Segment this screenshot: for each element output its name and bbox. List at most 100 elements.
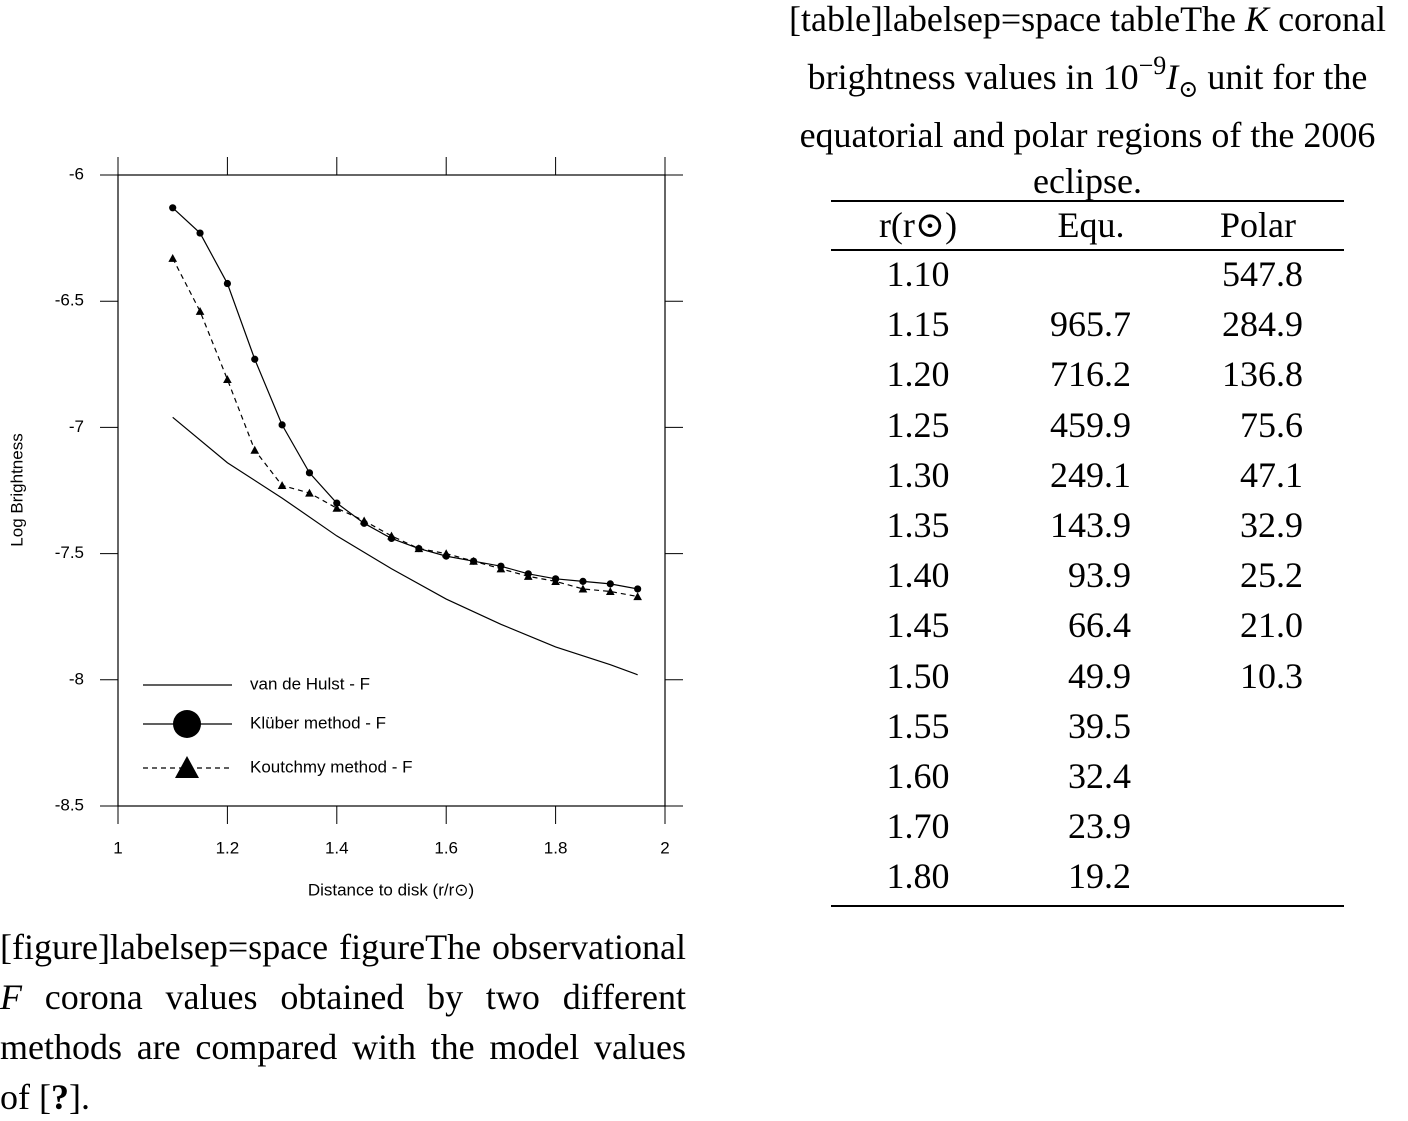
table-header: Equ. xyxy=(1057,205,1125,245)
caption-text: [table]labelsep=space tableThe xyxy=(788,0,1246,39)
point xyxy=(359,516,369,525)
table-cell: 1.40 xyxy=(886,555,950,596)
table-cell: 25.2 xyxy=(1240,555,1303,596)
point xyxy=(633,592,642,601)
chart: -6 -6.5 -7 -7.5 -8 -8.5 1 1.2 1.4 1.6 1.8 2 Distance… xyxy=(7,157,683,899)
table-cell: 49.9 xyxy=(1068,655,1131,696)
caption-text: −9 xyxy=(1138,50,1167,80)
table-cell: 249.1 xyxy=(1050,454,1131,495)
point xyxy=(551,577,560,585)
table-cell: 23.9 xyxy=(1068,806,1131,847)
x-tick-label: 1 xyxy=(113,838,122,857)
table-cell: 32.4 xyxy=(1068,756,1131,796)
table-cell: 32.9 xyxy=(1240,505,1303,545)
x-axis-label: Distance to disk (r/r⊙) xyxy=(308,880,474,899)
table-cell: 459.9 xyxy=(1050,404,1131,445)
table-caption: [table]labelsep=space tableThe K coronal… xyxy=(755,0,1408,204)
plot-frame xyxy=(117,174,666,807)
table-cell: 1.45 xyxy=(886,605,950,646)
point xyxy=(277,481,287,490)
point xyxy=(169,204,177,212)
point xyxy=(305,488,314,497)
table-rule xyxy=(831,200,1344,202)
table-cell: 284.9 xyxy=(1222,304,1303,345)
table-cell: 1.60 xyxy=(886,756,950,796)
legend-label: Klüber method - F xyxy=(250,713,386,732)
point xyxy=(196,229,204,237)
table-rule xyxy=(831,904,1344,907)
point xyxy=(168,253,178,262)
table-cell: 1.10 xyxy=(886,254,950,294)
point xyxy=(195,306,205,315)
table-cell: 965.7 xyxy=(1050,304,1131,345)
table-cell: 716.2 xyxy=(1050,354,1131,395)
point xyxy=(441,549,451,558)
series-line xyxy=(172,416,638,676)
caption-text: corona values obtained by two different … xyxy=(0,977,686,1117)
table-cell: 19.2 xyxy=(1068,856,1131,897)
point xyxy=(605,587,615,596)
y-tick-label: -8.5 xyxy=(55,795,84,814)
table-cell: 10.3 xyxy=(1240,655,1303,696)
table-cell: 547.8 xyxy=(1222,254,1303,294)
y-tick-label: -8 xyxy=(69,669,84,688)
table-cell: 21.0 xyxy=(1240,605,1303,646)
point xyxy=(578,584,588,593)
table-rule xyxy=(831,249,1344,251)
series-line xyxy=(172,258,638,598)
caption-text: ⊙ xyxy=(1178,76,1199,103)
table-header: Polar xyxy=(1220,205,1296,245)
caption-text: K xyxy=(1245,0,1270,39)
figure-caption: [figure]labelsep=space figureThe observa… xyxy=(0,922,686,1121)
table-cell: 47.1 xyxy=(1240,454,1303,495)
table-cell: 1.80 xyxy=(886,856,950,897)
x-tick-label: 1.8 xyxy=(544,838,568,857)
point xyxy=(251,355,259,363)
table-cell: 1.25 xyxy=(886,404,950,445)
point xyxy=(469,556,478,565)
point xyxy=(223,375,232,384)
table-cell: 1.55 xyxy=(886,705,950,746)
point xyxy=(579,577,587,585)
point xyxy=(305,469,314,477)
x-tick-label: 1.6 xyxy=(434,838,458,857)
point xyxy=(332,503,342,512)
y-tick-label: -7.5 xyxy=(55,543,84,562)
point xyxy=(333,499,341,507)
x-tick-label: 1.4 xyxy=(325,838,349,857)
table-cell: 1.15 xyxy=(886,304,950,345)
caption-text: ]. xyxy=(68,1077,90,1117)
legend-label: van de Hulst - F xyxy=(250,674,370,693)
x-tick-label: 2 xyxy=(660,838,669,857)
table-header: r(r⊙) xyxy=(878,205,958,245)
legend-marker xyxy=(175,756,199,778)
table-cell: 143.9 xyxy=(1050,505,1131,545)
caption-text: coronal brightness values in 10 xyxy=(807,0,1387,97)
table-cell: 1.30 xyxy=(886,454,950,495)
y-tick-label: -6.5 xyxy=(55,291,84,310)
table-cell: 1.70 xyxy=(886,806,950,847)
point xyxy=(250,445,260,454)
caption-text: ? xyxy=(50,1077,69,1117)
point xyxy=(496,564,506,573)
table-cell: 1.35 xyxy=(886,505,950,545)
point xyxy=(387,531,396,540)
legend-label: Koutchmy method - F xyxy=(250,757,413,776)
series-line xyxy=(172,207,638,590)
y-tick-label: -7 xyxy=(69,417,84,436)
y-tick-label: -6 xyxy=(69,164,84,183)
point xyxy=(606,580,614,588)
point xyxy=(634,585,642,593)
table-cell: 1.20 xyxy=(886,354,950,395)
table-cell: 1.50 xyxy=(886,655,950,696)
caption-text: F xyxy=(0,977,22,1017)
caption-text: [figure]labelsep=space figureThe observa… xyxy=(0,927,686,967)
table-cell: 66.4 xyxy=(1068,605,1131,646)
x-tick-label: 1.2 xyxy=(216,838,240,857)
caption-text: I xyxy=(1166,56,1179,97)
point xyxy=(523,571,533,580)
table-cell: 39.5 xyxy=(1068,705,1131,746)
point xyxy=(278,421,286,429)
point xyxy=(414,544,424,553)
